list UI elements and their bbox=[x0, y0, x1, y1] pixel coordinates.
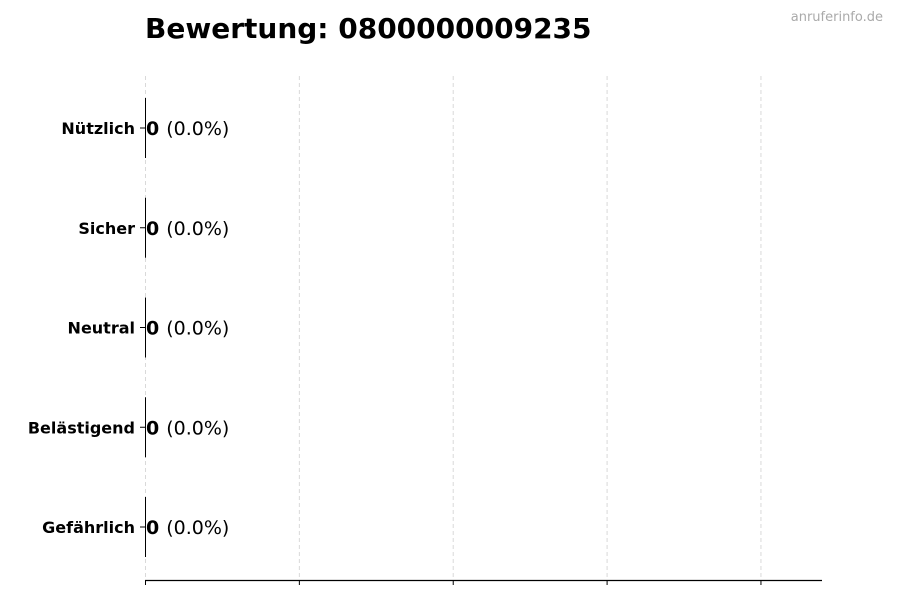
data-label-percent: (0.0%) bbox=[166, 218, 229, 240]
data-label: 0 (0.0%) bbox=[146, 118, 229, 140]
chart-title: Bewertung: 0800000009235 bbox=[145, 12, 592, 45]
data-label-percent: (0.0%) bbox=[166, 318, 229, 340]
data-label-value: 0 bbox=[146, 118, 159, 140]
data-label-percent: (0.0%) bbox=[166, 517, 229, 539]
data-label: 0 (0.0%) bbox=[146, 517, 229, 539]
y-tick-label: Gefährlich bbox=[42, 518, 135, 537]
data-label: 0 (0.0%) bbox=[146, 218, 229, 240]
data-label: 0 (0.0%) bbox=[146, 417, 229, 439]
data-label-percent: (0.0%) bbox=[166, 118, 229, 140]
data-label-value: 0 bbox=[146, 517, 159, 539]
y-tick-label: Sicher bbox=[78, 219, 135, 238]
data-label-value: 0 bbox=[146, 417, 159, 439]
data-label: 0 (0.0%) bbox=[146, 318, 229, 340]
data-label-value: 0 bbox=[146, 318, 159, 340]
watermark: anruferinfo.de bbox=[790, 10, 883, 25]
data-label-percent: (0.0%) bbox=[166, 417, 229, 439]
y-tick-label: Belästigend bbox=[28, 418, 135, 437]
data-label-value: 0 bbox=[146, 218, 159, 240]
y-tick-label: Neutral bbox=[68, 319, 135, 338]
y-tick-label: Nützlich bbox=[61, 119, 135, 138]
